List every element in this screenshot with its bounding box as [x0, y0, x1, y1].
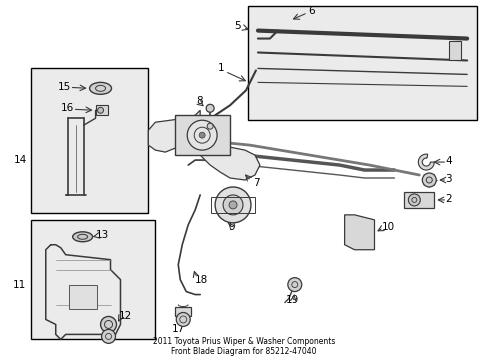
Circle shape	[176, 312, 190, 327]
Bar	[404, 192, 433, 208]
Text: 9: 9	[227, 222, 234, 232]
Text: 1: 1	[218, 63, 224, 73]
Circle shape	[187, 120, 217, 150]
Bar	[211, 197, 254, 213]
Circle shape	[407, 194, 420, 206]
Ellipse shape	[73, 232, 92, 242]
Text: 16: 16	[61, 103, 74, 113]
Text: 18: 18	[195, 275, 208, 285]
Text: 15: 15	[58, 82, 71, 93]
Bar	[175, 306, 191, 316]
Text: 2011 Toyota Prius Wiper & Washer Components
Front Blade Diagram for 85212-47040: 2011 Toyota Prius Wiper & Washer Compone…	[153, 337, 334, 356]
Text: 3: 3	[444, 174, 451, 184]
Text: 4: 4	[444, 156, 451, 166]
Circle shape	[98, 107, 103, 113]
Text: 17: 17	[171, 324, 184, 334]
Text: 5: 5	[234, 21, 240, 31]
Circle shape	[101, 316, 116, 332]
Bar	[448, 41, 460, 60]
Circle shape	[215, 187, 250, 223]
Text: 12: 12	[118, 311, 131, 321]
Text: 6: 6	[307, 6, 314, 15]
Bar	[247, 6, 476, 120]
Bar	[95, 105, 107, 115]
Circle shape	[287, 278, 301, 292]
Polygon shape	[148, 110, 260, 180]
Circle shape	[102, 329, 115, 343]
Circle shape	[206, 104, 214, 112]
Text: 19: 19	[285, 294, 299, 305]
Text: 10: 10	[381, 222, 394, 232]
Text: 11: 11	[13, 280, 26, 289]
Text: 7: 7	[252, 178, 259, 188]
Ellipse shape	[89, 82, 111, 94]
Text: 2: 2	[444, 194, 451, 204]
Circle shape	[228, 201, 237, 209]
Circle shape	[199, 132, 205, 138]
Text: 13: 13	[95, 230, 109, 240]
Circle shape	[422, 173, 435, 187]
Polygon shape	[344, 215, 374, 250]
Text: 14: 14	[14, 155, 27, 165]
Wedge shape	[417, 154, 433, 170]
Circle shape	[223, 195, 243, 215]
Text: 8: 8	[196, 96, 203, 106]
Bar	[175, 115, 229, 155]
Bar	[31, 220, 155, 339]
Circle shape	[207, 123, 213, 129]
Bar	[68, 285, 96, 310]
Bar	[31, 68, 148, 213]
